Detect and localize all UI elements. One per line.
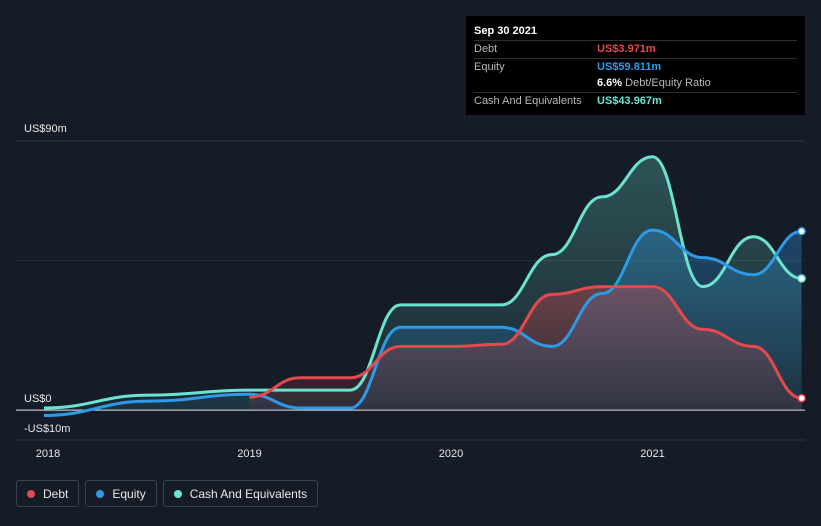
- y-tick-label: US$0: [24, 393, 52, 405]
- legend-item-debt[interactable]: Debt: [16, 480, 80, 507]
- tooltip-row-debt: Debt US$3.971m: [474, 40, 797, 58]
- cash-dot-icon: [173, 489, 182, 498]
- tooltip-row-ratio: 6.6% Debt/Equity Ratio: [474, 75, 797, 92]
- tooltip-ratio-value: 6.6%: [597, 77, 623, 89]
- legend-equity-label: Equity: [112, 486, 146, 501]
- tooltip-date: Sep 30 2021: [474, 25, 537, 37]
- equity-dot-icon: [96, 489, 105, 498]
- tooltip-equity-value: US$59.811m: [597, 60, 662, 73]
- tooltip-row-cash: Cash And Equivalents US$43.967m: [474, 91, 797, 110]
- chart-legend: Debt Equity Cash And Equivalents: [16, 480, 319, 507]
- y-tick-label: -US$10m: [24, 423, 70, 435]
- cash-line: [43, 155, 802, 410]
- debt-area: [249, 286, 802, 411]
- legend-cash-label: Cash And Equivalents: [189, 486, 308, 501]
- legend-item-cash[interactable]: Cash And Equivalents: [162, 480, 319, 507]
- tooltip-cash-label: Cash And Equivalents: [474, 94, 582, 107]
- equity-endpoint: [797, 227, 806, 236]
- debt-dot-icon: [27, 489, 35, 498]
- x-tick-label: 2020: [439, 448, 463, 460]
- tooltip-row-equity: Equity US$59.811m: [474, 57, 797, 76]
- x-tick-label: 2019: [237, 448, 261, 460]
- tooltip-ratio-label: Debt/Equity Ratio: [625, 77, 711, 89]
- debt-line: [249, 285, 802, 400]
- legend-item-equity[interactable]: Equity: [85, 480, 157, 507]
- y-tick-label: US$90m: [24, 123, 67, 135]
- tooltip-ratio: 6.6% Debt/Equity Ratio: [597, 75, 711, 92]
- tooltip-debt-value: US$3.971m: [597, 43, 656, 55]
- x-tick-label: 2021: [640, 448, 664, 460]
- legend-debt-label: Debt: [43, 486, 69, 501]
- data-tooltip: Sep 30 2021 Debt US$3.971m Equity US$59.…: [466, 16, 805, 115]
- equity-line: [43, 228, 802, 417]
- x-tick-label: 2018: [36, 448, 60, 460]
- cash-endpoint: [797, 274, 806, 283]
- debt-endpoint: [797, 393, 806, 403]
- tooltip-cash-value: US$43.967m: [597, 94, 662, 107]
- tooltip-equity-label: Equity: [474, 60, 505, 73]
- tooltip-debt-label: Debt: [474, 43, 498, 55]
